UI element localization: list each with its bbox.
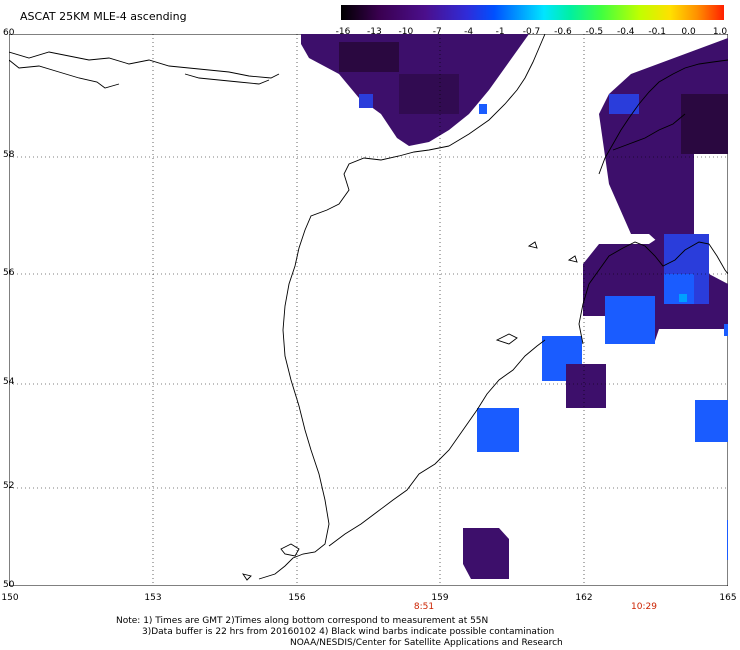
lon-label: 153 (144, 593, 162, 603)
color-scale-tick-label: -1 (495, 27, 505, 37)
lat-label: 54 (3, 377, 15, 387)
lat-label: 58 (3, 150, 15, 160)
coastline (9, 34, 728, 581)
data-swath-east-middle (583, 234, 728, 344)
lat-label: 56 (3, 268, 15, 278)
data-patch-purple-1 (566, 364, 606, 408)
data-patch-blue-edge (724, 324, 728, 336)
lat-label: 50 (3, 580, 15, 590)
color-scale-tick-label: 0.0 (681, 27, 696, 37)
lon-label: 162 (575, 593, 593, 603)
swath-time: 8:51 (413, 602, 435, 612)
data-patch-blue-2 (477, 408, 519, 452)
color-scale-tick-label: -0.6 (554, 27, 572, 37)
data-swath-northeast (599, 38, 728, 254)
map-title: ASCAT 25KM MLE-4 ascending (20, 10, 187, 23)
data-swath-north-triangle (301, 34, 529, 146)
color-scale-tick-label: -4 (464, 27, 474, 37)
color-scale-tick-label: -7 (432, 27, 442, 37)
footnote-line-2: 3)Data buffer is 22 hrs from 20160102 4)… (142, 627, 555, 637)
scatterometer-map (9, 34, 728, 586)
lon-label: 165 (719, 593, 737, 603)
color-scale-tick-label: -0.5 (585, 27, 604, 37)
color-scale-tick-label: -13 (367, 27, 382, 37)
data-patch-blue-3 (695, 400, 728, 442)
footnote-credit: NOAA/NESDIS/Center for Satellite Applica… (290, 638, 563, 648)
data-patch-purple-south (463, 528, 509, 579)
lat-label: 60 (3, 28, 15, 38)
lon-label: 150 (1, 593, 19, 603)
color-scale-tick-label: -0.1 (648, 27, 666, 37)
lon-label: 159 (431, 593, 449, 603)
color-scale-bar (341, 5, 724, 20)
color-scale-tick-label: -0.4 (616, 27, 635, 37)
lon-label: 156 (288, 593, 306, 603)
swath-time: 10:29 (631, 602, 657, 612)
color-scale-tick-label: -16 (335, 27, 351, 37)
data-patch-blue-edge-2 (727, 520, 728, 560)
footnote-line-1: Note: 1) Times are GMT 2)Times along bot… (116, 616, 489, 626)
graticule (9, 34, 728, 586)
color-scale-tick-label: -10 (398, 27, 414, 37)
color-scale-tick-label: -0.7 (522, 27, 541, 37)
lat-label: 52 (3, 481, 15, 491)
color-scale-tick-label: 1.0 (712, 27, 728, 37)
